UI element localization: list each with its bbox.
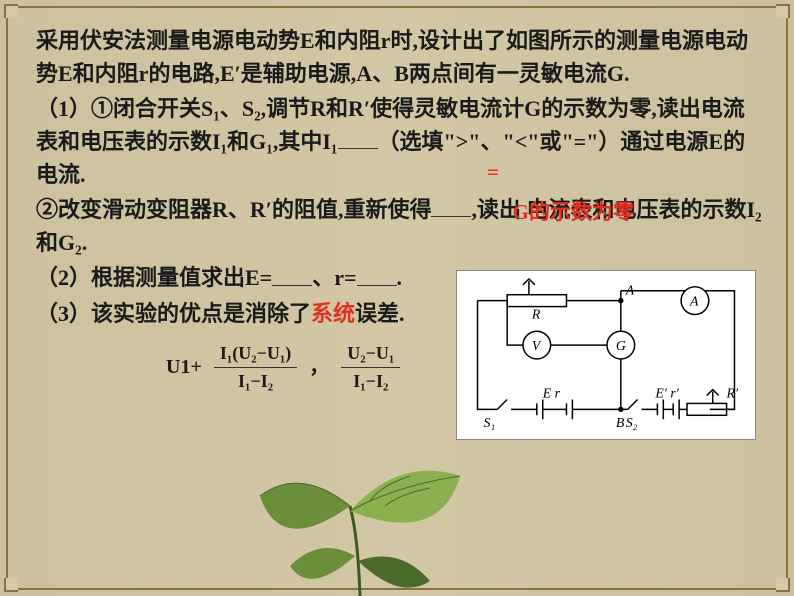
formula-prefix: U1+	[166, 352, 202, 382]
fraction-2: U₂−U₁ I₁−I₂	[341, 340, 400, 395]
svg-text:R′: R′	[726, 385, 739, 400]
question-1-1: （1）①闭合开关S₁、S₂,调节R和R′使得灵敏电流计G的示数为零,读出电流表和…	[36, 92, 764, 191]
question-1-2: ②改变滑动变阻器R、R′的阻值,重新使得,读出 电流表和电压表的示数I₂和G₂.	[36, 193, 764, 259]
svg-text:R: R	[531, 306, 541, 321]
question-2: （2）根据测量值求出E=、r=.	[36, 261, 456, 294]
question-3: （3）该实验的优点是消除了系统误差.	[36, 297, 456, 330]
corner-notch	[4, 4, 18, 18]
svg-text:S₂: S₂	[626, 415, 638, 430]
svg-text:G: G	[616, 338, 626, 353]
svg-text:B: B	[616, 415, 625, 430]
svg-text:A: A	[689, 294, 699, 309]
circuit-svg: R A V G A B S₁ E r S₂ E′ r′ R′	[457, 271, 755, 439]
answer-systematic: 系统	[311, 301, 355, 326]
fraction-1: I₁(U₂−U₁) I₁−I₂	[214, 340, 297, 395]
corner-notch	[776, 578, 790, 592]
svg-text:S₁: S₁	[483, 415, 495, 430]
svg-text:E′ r′: E′ r′	[654, 385, 679, 400]
corner-notch	[776, 4, 790, 18]
answer-g-zero: G的示数为零	[513, 196, 634, 226]
blank-r	[357, 261, 397, 285]
blank-1	[338, 125, 378, 149]
svg-text:A: A	[625, 283, 635, 298]
circuit-diagram: R A V G A B S₁ E r S₂ E′ r′ R′	[456, 270, 756, 440]
intro-text: 采用伏安法测量电源电动势E和内阻r时,设计出了如图所示的测量电源电动势E和内阻r…	[36, 24, 764, 90]
blank-2	[431, 193, 471, 217]
blank-E	[272, 261, 312, 285]
answer-equals: =	[487, 160, 499, 185]
formula-comma: ，	[309, 352, 329, 382]
svg-text:E r: E r	[542, 385, 561, 400]
corner-notch	[4, 578, 18, 592]
